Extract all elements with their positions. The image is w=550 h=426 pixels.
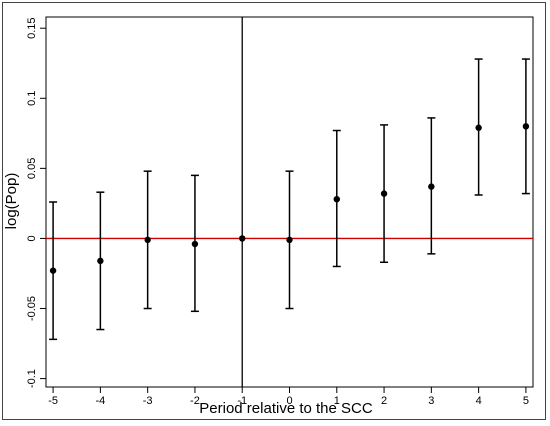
point-estimate <box>286 236 293 244</box>
chart: -0.1 -0.05 0 0.05 0.1 0.15 -5 -4 -3 -2 -1 0 1 2 3 4 5 P… <box>3 16 534 417</box>
x-axis-label: Period relative to the SCC <box>199 400 373 417</box>
x-tick-label: -4 <box>95 395 105 407</box>
data-marks <box>49 58 530 341</box>
point-estimate <box>475 124 482 131</box>
point-estimate <box>144 236 151 244</box>
y-tick-label: 0.15 <box>26 18 38 39</box>
point-estimate <box>97 257 104 265</box>
y-axis-label: log(Pop) <box>3 173 20 230</box>
x-tick-label: 3 <box>428 395 434 407</box>
x-tick-label: 0 <box>286 395 292 407</box>
x-tick-label: 2 <box>381 395 387 407</box>
y-tick-label: 0.1 <box>26 91 38 106</box>
x-tick-label: 1 <box>334 395 340 407</box>
point-estimate <box>191 240 199 248</box>
point-estimate <box>380 190 388 197</box>
x-tick-label: -3 <box>143 395 153 407</box>
figure-frame: -0.1 -0.05 0 0.05 0.1 0.15 -5 -4 -3 -2 -1 0 1 2 3 4 5 P… <box>2 2 546 420</box>
x-axis: -5 -4 -3 -2 -1 0 1 2 3 4 5 <box>48 387 529 407</box>
y-tick-label: 0.05 <box>26 158 38 179</box>
x-tick-label: -2 <box>190 395 200 407</box>
point-estimate <box>428 183 435 190</box>
x-tick-label: -5 <box>48 395 58 407</box>
y-axis: -0.1 -0.05 0 0.05 0.1 0.15 <box>26 18 46 388</box>
x-tick-label: -1 <box>237 395 247 407</box>
point-estimate <box>49 267 57 274</box>
y-tick-label: -0.05 <box>26 296 38 321</box>
x-tick-label: 4 <box>476 395 482 407</box>
y-tick-label: 0 <box>26 235 38 241</box>
x-tick-label: 5 <box>523 395 529 407</box>
point-estimate <box>522 123 530 130</box>
y-tick-label: -0.1 <box>26 369 38 388</box>
point-estimate <box>333 195 340 203</box>
point-estimate <box>239 235 246 242</box>
